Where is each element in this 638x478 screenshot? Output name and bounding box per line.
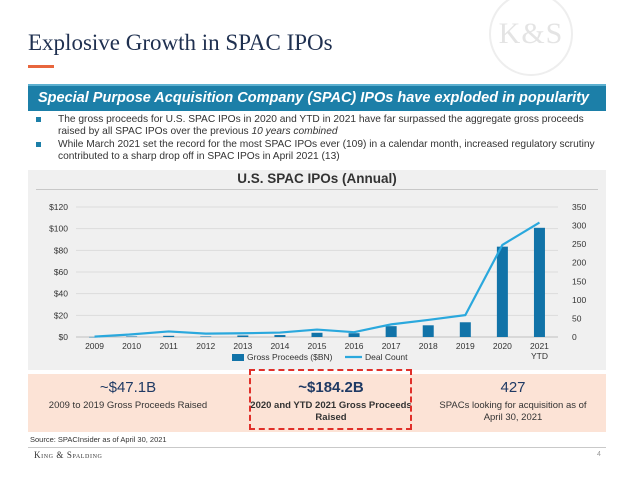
stat-value: ~$184.2B — [298, 379, 364, 396]
y-left-tick-label: $100 — [49, 224, 68, 234]
x-tick-label: 2013 — [233, 341, 252, 351]
x-tick-label: 2012 — [196, 341, 215, 351]
bullet-item: The gross proceeds for U.S. SPAC IPOs in… — [36, 114, 596, 139]
x-tick-label: 2017 — [382, 341, 401, 351]
bar-gross-proceeds — [385, 326, 397, 337]
square-bullet-icon — [36, 141, 41, 147]
y-left-tick-label: $60 — [54, 267, 68, 277]
bar-gross-proceeds — [274, 335, 286, 337]
x-tick-label: 2010 — [122, 341, 141, 351]
x-tick-label: YTD — [531, 351, 548, 361]
x-tick-label: 2016 — [345, 341, 364, 351]
bar-gross-proceeds — [311, 332, 323, 337]
stat-value: 427 — [500, 379, 526, 396]
stat-spacs-searching: 427 SPACs looking for acquisition as of … — [420, 374, 606, 424]
stat-value: ~$47.1B — [99, 379, 157, 396]
x-tick-label: 2011 — [160, 341, 179, 351]
y-right-tick-label: 50 — [572, 313, 582, 323]
highlight-box — [249, 369, 412, 430]
y-right-tick-label: 300 — [572, 221, 586, 231]
x-tick-label: 2009 — [85, 341, 104, 351]
y-right-tick-label: 150 — [572, 276, 586, 286]
y-right-tick-label: 100 — [572, 295, 586, 305]
legend-label-gross-proceeds: Gross Proceeds ($BN) — [247, 352, 333, 362]
bar-gross-proceeds — [237, 335, 249, 337]
y-left-tick-label: $20 — [54, 310, 68, 320]
ks-logo: K&S — [489, 0, 573, 76]
stat-recent: ~$184.2B 2020 and YTD 2021 Gross Proceed… — [250, 374, 412, 424]
y-left-tick-label: $120 — [49, 202, 68, 212]
x-tick-label: 2018 — [419, 341, 438, 351]
legend-label-deal-count: Deal Count — [365, 352, 408, 362]
headline-banner: Special Purpose Acquisition Company (SPA… — [28, 84, 606, 111]
company-name: King & Spalding — [34, 450, 103, 460]
legend-swatch-gross-proceeds — [232, 354, 244, 361]
slide-title: Explosive Growth in SPAC IPOs — [28, 30, 333, 55]
x-tick-label: 2014 — [270, 341, 289, 351]
bar-gross-proceeds — [89, 336, 101, 338]
square-bullet-icon — [36, 117, 41, 122]
y-right-tick-label: 200 — [572, 258, 586, 268]
x-tick-label: 2021 — [530, 341, 549, 351]
x-tick-label: 2020 — [493, 341, 512, 351]
bar-gross-proceeds — [348, 333, 360, 337]
chart-title: U.S. SPAC IPOs (Annual) — [237, 171, 397, 186]
bar-gross-proceeds — [126, 336, 138, 337]
footer-rule — [28, 447, 606, 448]
y-right-tick-label: 0 — [572, 332, 577, 342]
stat-label: 2009 to 2019 Gross Proceeds Raised — [48, 400, 208, 411]
bar-gross-proceeds — [163, 335, 175, 337]
bar-gross-proceeds — [496, 246, 508, 337]
stat-label: 2020 and YTD 2021 Gross Proceeds Raised — [250, 400, 412, 423]
y-right-tick-label: 350 — [572, 202, 586, 212]
stat-historical: ~$47.1B 2009 to 2019 Gross Proceeds Rais… — [28, 374, 228, 412]
x-tick-label: 2015 — [308, 341, 327, 351]
bar-gross-proceeds — [422, 325, 434, 337]
y-left-tick-label: $80 — [54, 245, 68, 255]
bullet-list: The gross proceeds for U.S. SPAC IPOs in… — [36, 114, 596, 163]
y-left-tick-label: $40 — [54, 289, 68, 299]
bar-gross-proceeds — [459, 322, 471, 337]
line-deal-count — [94, 221, 541, 338]
x-tick-label: 2019 — [456, 341, 475, 351]
spac-ipo-chart: $0 $20 $40 $60 $80 $100 $120 0 50 100 150 200 250 300… — [49, 202, 586, 362]
bar-gross-proceeds — [533, 227, 545, 337]
y-right-tick-label: 250 — [572, 239, 586, 249]
source-note: Source: SPACInsider as of April 30, 2021 — [30, 435, 167, 444]
chart-panel: U.S. SPAC IPOs (Annual) $0 $20 $40 $60 $80 $1… — [28, 170, 606, 370]
page-number: 4 — [597, 451, 601, 458]
chart-title-divider — [36, 189, 598, 190]
title-accent-rule — [28, 65, 54, 68]
stat-label: SPACs looking for acquisition as of Apri… — [439, 400, 587, 423]
y-left-tick-label: $0 — [59, 332, 69, 342]
bar-gross-proceeds — [200, 336, 212, 337]
stats-panel: ~$47.1B 2009 to 2019 Gross Proceeds Rais… — [28, 369, 606, 432]
bullet-item: While March 2021 set the record for the … — [36, 139, 596, 164]
